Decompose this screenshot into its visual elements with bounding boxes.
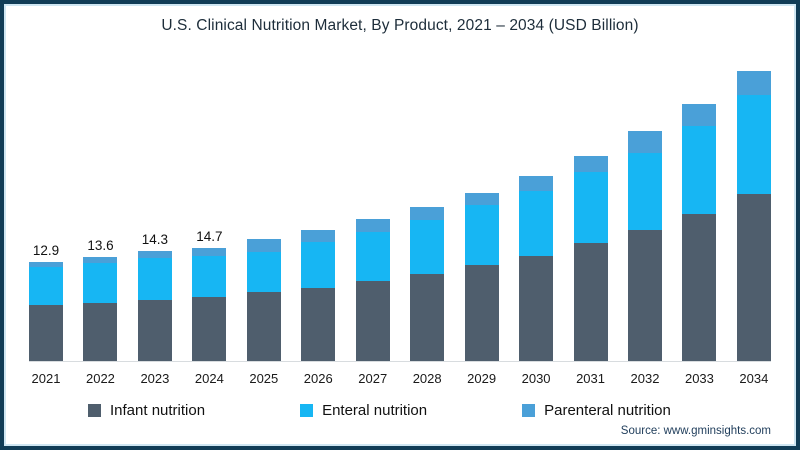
bar-segment-parenteral-2027 [355, 218, 390, 232]
legend: Infant nutrition Enteral nutrition Paren… [88, 402, 671, 419]
parenteral-swatch-icon [522, 404, 536, 417]
bar-segment-enteral-2025 [246, 251, 281, 293]
bar-segment-parenteral-2024 [192, 248, 227, 257]
plot-area: 12.9 13.6 14.3 14.7 2021 2022 2023 2024 2025 202… [29, 70, 771, 386]
bar-segment-infant-2025 [246, 292, 281, 361]
bar-segment-infant-2029 [464, 264, 499, 361]
x-tick-2027: 2027 [358, 371, 388, 386]
bar-segment-infant-2034 [736, 194, 771, 361]
x-tick-2023: 2023 [140, 371, 170, 386]
stacked-bar-2021: 12.9 [29, 243, 63, 361]
bar-segment-parenteral-2031 [573, 155, 608, 172]
bar-segment-parenteral-2026 [301, 230, 336, 243]
bar-segment-enteral-2032 [627, 153, 662, 230]
bar-segment-parenteral-2028 [410, 207, 445, 221]
x-tick-2022: 2022 [85, 371, 115, 386]
legend-item-parenteral: Parenteral nutrition [522, 402, 671, 419]
legend-label-infant: Infant nutrition [110, 402, 206, 419]
bar-segment-infant-2032 [627, 230, 662, 361]
bar-segment-infant-2030 [519, 256, 554, 361]
x-tick-2028: 2028 [412, 371, 442, 386]
bar-segment-enteral-2027 [355, 231, 390, 282]
chart-title: U.S. Clinical Nutrition Market, By Produ… [161, 17, 639, 34]
stacked-bar-2024: 14.7 [192, 229, 227, 361]
legend-label-enteral: Enteral nutrition [322, 402, 428, 419]
bar-segment-parenteral-2029 [464, 192, 499, 205]
bar-value-label-2024: 14.7 [196, 229, 223, 245]
enteral-swatch-icon [300, 404, 314, 417]
bar-segment-parenteral-2025 [246, 239, 281, 252]
x-tick-2021: 2021 [31, 371, 61, 386]
bar-segment-parenteral-2021 [29, 262, 63, 267]
infant-swatch-icon [88, 404, 101, 417]
bar-segment-enteral-2031 [573, 171, 608, 244]
bars-container: 12.9 13.6 14.3 14.7 [29, 70, 771, 362]
bar-value-label-2021: 12.9 [32, 243, 60, 259]
stacked-bar-2022: 13.6 [83, 238, 118, 361]
bar-segment-enteral-2034 [736, 94, 771, 195]
bar-segment-enteral-2023 [137, 258, 172, 300]
bar-segment-enteral-2029 [464, 204, 499, 265]
bar-segment-enteral-2030 [519, 191, 554, 257]
bar-value-label-2023: 14.3 [141, 232, 169, 248]
stacked-bar-2034 [736, 70, 771, 361]
stacked-bar-2026 [301, 230, 336, 361]
bar-segment-infant-2022 [83, 302, 118, 361]
bar-segment-enteral-2026 [301, 242, 336, 288]
bar-segment-parenteral-2030 [519, 175, 554, 192]
source-credit: Source: www.gminsights.com [620, 425, 771, 437]
bar-segment-infant-2021 [29, 305, 63, 361]
legend-item-infant: Infant nutrition [88, 402, 205, 419]
x-tick-2026: 2026 [303, 371, 333, 386]
stacked-bar-2031 [573, 155, 608, 361]
x-tick-2024: 2024 [194, 371, 224, 386]
bar-segment-infant-2023 [137, 299, 172, 361]
bar-segment-enteral-2021 [29, 266, 63, 306]
x-tick-2029: 2029 [467, 371, 497, 386]
bar-segment-infant-2031 [573, 243, 608, 361]
legend-item-enteral: Enteral nutrition [300, 402, 427, 419]
bar-segment-parenteral-2022 [83, 256, 118, 264]
x-tick-2030: 2030 [521, 371, 551, 386]
x-tick-2033: 2033 [684, 371, 714, 386]
x-axis-labels: 2021 2022 2023 2024 2025 2026 2027 2028 2029 2030… [29, 371, 771, 386]
bar-segment-parenteral-2033 [682, 103, 717, 126]
x-tick-2032: 2032 [630, 371, 660, 386]
bar-segment-infant-2033 [682, 214, 717, 361]
bar-segment-parenteral-2034 [736, 70, 771, 95]
bar-segment-enteral-2033 [682, 125, 717, 214]
stacked-bar-2023: 14.3 [137, 232, 172, 361]
stacked-bar-2027 [355, 218, 390, 361]
x-tick-2031: 2031 [576, 371, 605, 386]
stacked-bar-2030 [519, 175, 554, 361]
bar-segment-infant-2027 [355, 281, 390, 361]
bar-segment-infant-2028 [410, 273, 445, 361]
bar-segment-enteral-2028 [410, 220, 445, 274]
stacked-bar-2033 [682, 103, 717, 361]
bar-segment-parenteral-2032 [627, 131, 662, 154]
bar-segment-parenteral-2023 [137, 251, 172, 259]
bar-segment-infant-2024 [192, 296, 227, 361]
bar-segment-enteral-2022 [83, 263, 118, 303]
bar-segment-infant-2026 [301, 287, 336, 361]
stacked-bar-2025 [246, 239, 281, 361]
stacked-bar-2032 [627, 131, 662, 361]
bar-segment-enteral-2024 [192, 256, 227, 297]
legend-label-parenteral: Parenteral nutrition [544, 402, 671, 419]
bar-value-label-2022: 13.6 [87, 237, 114, 253]
stacked-bar-2029 [464, 192, 499, 361]
x-tick-2034: 2034 [739, 371, 769, 386]
x-tick-2025: 2025 [249, 371, 279, 386]
stacked-bar-2028 [410, 207, 445, 361]
